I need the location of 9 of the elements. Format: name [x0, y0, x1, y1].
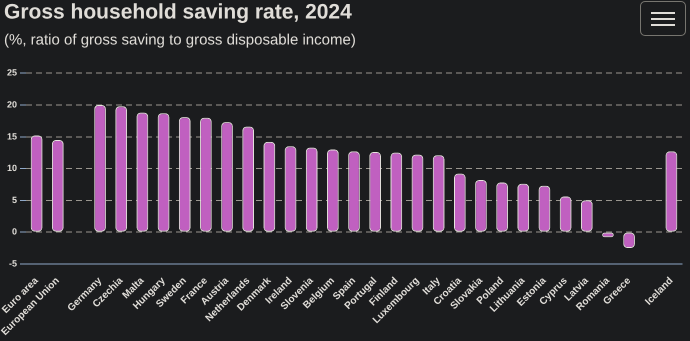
y-tick-label: 10 — [6, 163, 18, 174]
chart-subtitle: (%, ratio of gross saving to gross disposable income) — [4, 31, 356, 48]
y-tick-label: -5 — [8, 258, 18, 268]
y-tick-label: 15 — [6, 131, 18, 142]
chart-title: Gross household saving rate, 2024 — [4, 0, 352, 24]
y-tick-label: 5 — [12, 194, 18, 205]
y-tick-label: 0 — [12, 226, 18, 237]
y-tick-label: 25 — [6, 68, 18, 78]
y-tick-label: 20 — [6, 99, 18, 110]
